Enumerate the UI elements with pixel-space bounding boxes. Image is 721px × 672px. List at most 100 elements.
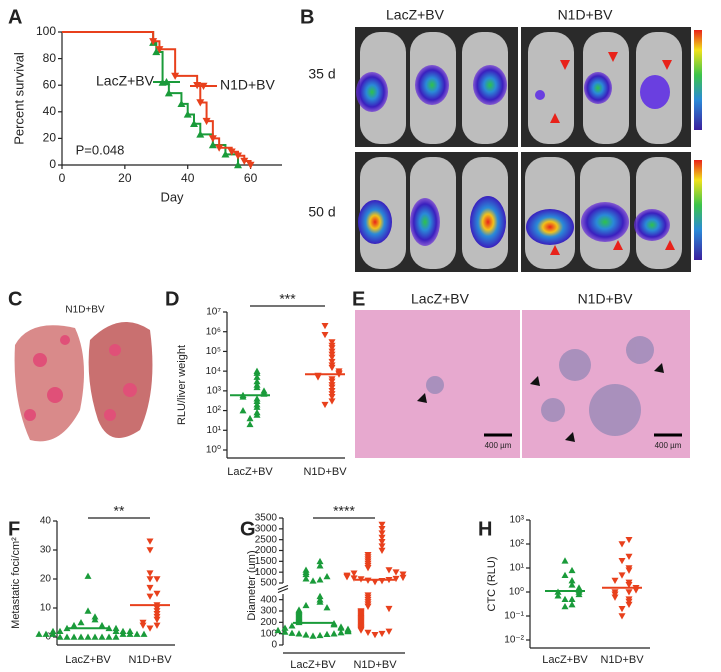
data-point: [253, 367, 261, 374]
data-point: [239, 407, 247, 414]
x-tick-label: N1D+BV: [128, 654, 172, 666]
data-point: [328, 388, 336, 395]
data-point: [399, 574, 407, 582]
legend-label: N1D+BV: [220, 77, 276, 93]
data-point: [625, 553, 633, 561]
data-point: [364, 552, 372, 559]
significance-label: ***: [279, 291, 296, 307]
panel-letter: G: [240, 518, 256, 540]
y-tick-label: 10³: [207, 385, 222, 396]
y-tick-label: 2000: [255, 545, 278, 556]
data-point: [146, 593, 154, 600]
data-point: [618, 557, 626, 565]
data-point: [146, 547, 154, 554]
significance-label: **: [114, 503, 125, 519]
panel-letter: A: [8, 6, 22, 28]
data-point: [253, 401, 261, 408]
y-tick-label: 10⁶: [206, 326, 221, 337]
data-point: [153, 622, 161, 629]
y-tick-label: 40: [40, 516, 52, 527]
y-axis-title: Percent survival: [11, 52, 26, 145]
data-point: [126, 627, 134, 634]
data-point: [328, 362, 336, 369]
signal: [356, 65, 670, 248]
column-title: LacZ+BV: [386, 7, 445, 23]
y-tick-label: 30: [40, 545, 52, 556]
y-tick-label: 10⁷: [206, 307, 221, 318]
x-tick-label: N1D+BV: [303, 466, 347, 478]
data-point: [330, 630, 338, 637]
data-point: [364, 629, 372, 637]
data-point: [321, 401, 329, 409]
row-title: 50 d: [308, 204, 335, 220]
data-point: [321, 331, 329, 339]
data-point: [153, 590, 161, 597]
data-point: [575, 584, 583, 591]
data-point: [98, 633, 106, 640]
data-point: [253, 373, 261, 380]
color-bar: [694, 30, 702, 130]
y-tick-label: 10¹: [510, 563, 525, 574]
data-point: [328, 376, 336, 383]
data-point: [323, 604, 331, 611]
data-point: [328, 358, 336, 366]
data-point: [91, 613, 99, 620]
y-axis-title: RLU/liver weight: [176, 345, 188, 425]
y-axis-title: CTC (RLU): [486, 557, 498, 612]
data-point: [561, 602, 569, 610]
data-point: [77, 619, 85, 626]
y-tick-label: 0: [271, 640, 277, 651]
y-tick-label: 1000: [255, 567, 278, 578]
marker: [215, 144, 224, 152]
data-point: [618, 605, 626, 613]
data-point: [385, 628, 393, 635]
data-point: [35, 630, 43, 637]
data-point: [302, 631, 310, 638]
panel-letter: F: [8, 518, 20, 540]
lesions: [426, 336, 654, 436]
data-point: [146, 625, 154, 632]
data-point: [561, 595, 569, 603]
row-title: 35 d: [308, 66, 335, 82]
y-tick-label: 500: [260, 578, 277, 589]
data-point: [56, 633, 64, 640]
marker: [164, 89, 173, 97]
y-tick-label: 20: [43, 131, 57, 145]
y-axis-title: Metastatic foci/cm²: [10, 537, 22, 629]
y-tick-label: 10⁻²: [504, 635, 524, 646]
data-point: [274, 626, 282, 634]
data-point: [77, 633, 85, 640]
data-point: [91, 633, 99, 640]
annotation: P=0.048: [76, 142, 125, 157]
data-point: [625, 536, 633, 544]
x-tick-label: LacZ+BV: [65, 654, 111, 666]
data-point: [568, 577, 576, 584]
legend-label: LacZ+BV: [96, 73, 155, 89]
x-tick-label: 40: [181, 171, 195, 185]
data-point: [625, 579, 633, 586]
data-point: [288, 629, 296, 636]
data-point: [253, 408, 261, 416]
column-title: LacZ+BV: [411, 291, 470, 307]
data-point: [84, 607, 92, 614]
data-point: [295, 606, 303, 613]
y-tick-label: 300: [260, 606, 277, 617]
data-point: [392, 575, 400, 583]
marker: [202, 117, 211, 126]
data-point: [309, 632, 317, 639]
data-point: [561, 557, 569, 564]
data-point: [337, 623, 345, 630]
legend-marker: [162, 78, 171, 86]
significance-label: ****: [333, 503, 355, 519]
data-point: [378, 526, 386, 533]
data-point: [139, 619, 147, 626]
data-point: [316, 631, 324, 639]
data-point: [146, 570, 154, 577]
data-point: [316, 576, 324, 583]
data-point: [42, 630, 50, 637]
data-point: [625, 565, 633, 572]
marker: [190, 119, 198, 127]
data-point: [357, 608, 365, 615]
